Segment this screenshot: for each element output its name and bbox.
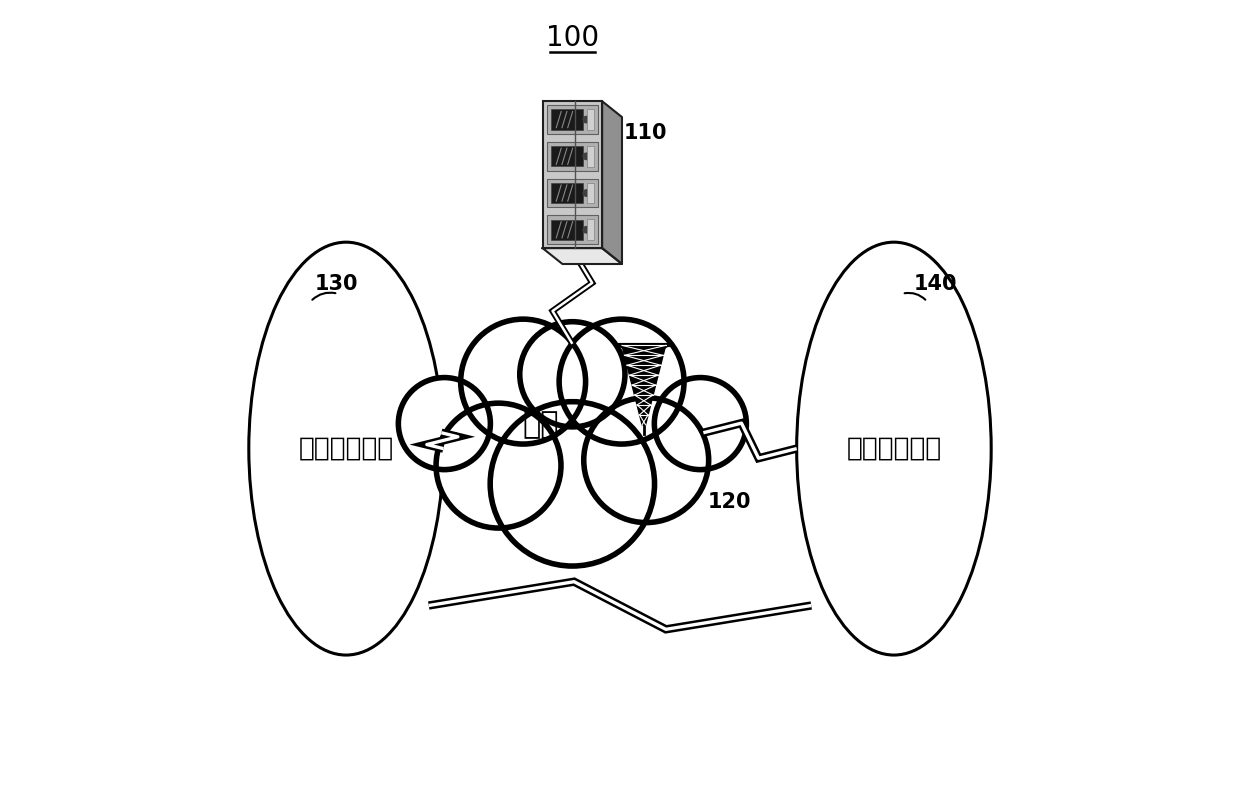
Bar: [547, 106, 598, 134]
Circle shape: [584, 398, 708, 522]
Circle shape: [559, 319, 684, 444]
Polygon shape: [625, 356, 663, 365]
Polygon shape: [603, 102, 622, 264]
Text: 第一共享车辆: 第一共享车辆: [299, 436, 393, 461]
Text: 140: 140: [914, 274, 957, 294]
Bar: [551, 220, 583, 240]
Bar: [551, 110, 583, 129]
Text: 120: 120: [707, 492, 751, 512]
Polygon shape: [627, 365, 661, 376]
Polygon shape: [630, 376, 658, 385]
Bar: [547, 179, 598, 207]
Ellipse shape: [796, 242, 991, 655]
Bar: [551, 146, 583, 167]
Circle shape: [398, 378, 490, 469]
Bar: [588, 183, 594, 203]
Bar: [588, 110, 594, 130]
Text: 网络: 网络: [522, 410, 559, 439]
FancyArrowPatch shape: [312, 293, 336, 300]
Bar: [588, 219, 594, 240]
Polygon shape: [635, 395, 653, 405]
Polygon shape: [632, 385, 656, 395]
Circle shape: [583, 226, 589, 233]
Ellipse shape: [249, 242, 444, 655]
Circle shape: [461, 319, 585, 444]
Text: 100: 100: [546, 24, 599, 52]
Polygon shape: [543, 248, 622, 264]
Circle shape: [583, 190, 589, 196]
Bar: [547, 215, 598, 245]
Circle shape: [655, 378, 746, 469]
Bar: [543, 101, 603, 248]
Polygon shape: [640, 414, 649, 425]
Bar: [551, 183, 583, 203]
Circle shape: [583, 117, 589, 123]
Polygon shape: [622, 345, 666, 356]
FancyArrowPatch shape: [905, 293, 925, 299]
Circle shape: [583, 153, 589, 160]
Text: 110: 110: [624, 123, 667, 143]
Circle shape: [436, 403, 560, 528]
Bar: [547, 142, 598, 171]
Text: 第二共享车辆: 第二共享车辆: [847, 436, 941, 461]
Text: 130: 130: [314, 274, 358, 294]
Bar: [588, 146, 594, 167]
Circle shape: [520, 322, 625, 427]
Polygon shape: [637, 405, 651, 414]
Circle shape: [490, 402, 655, 566]
